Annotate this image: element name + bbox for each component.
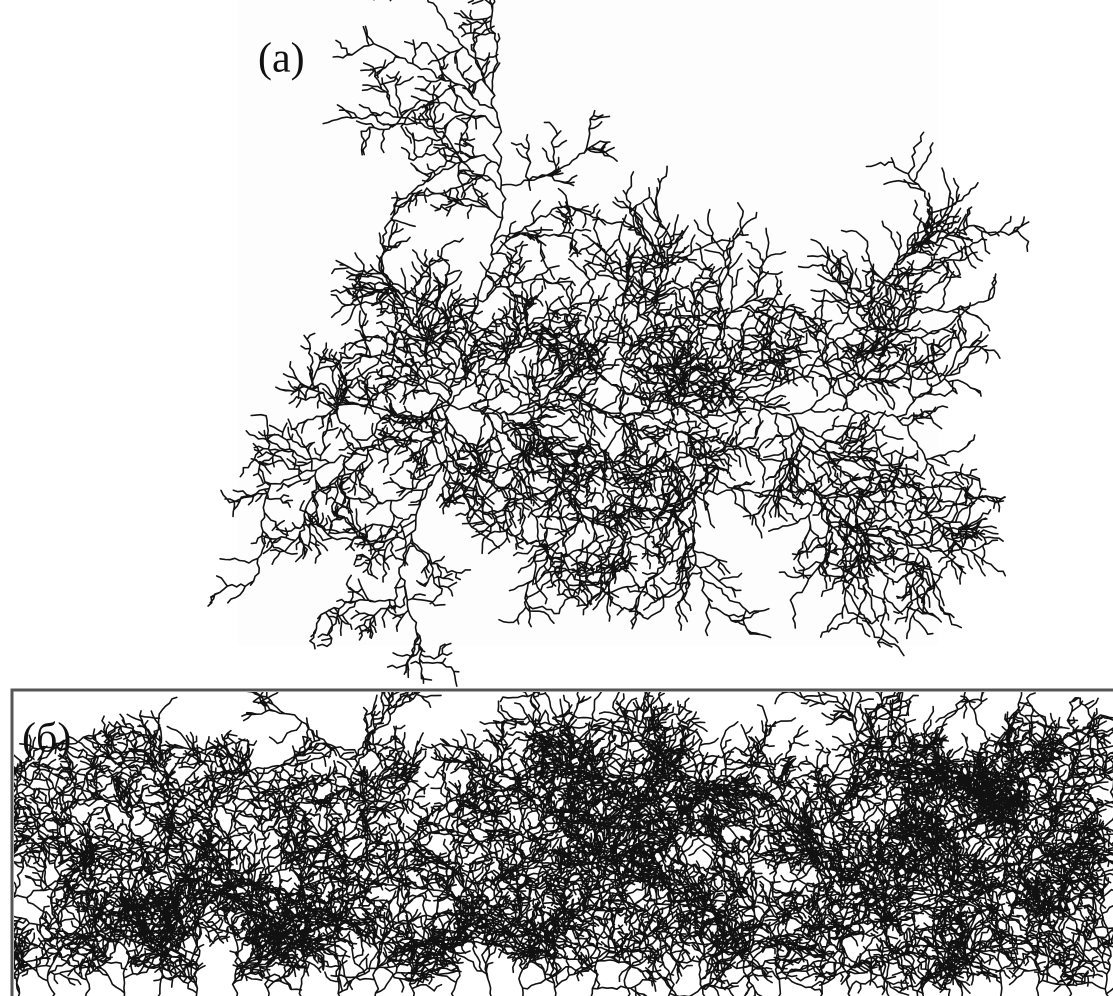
panel-label: (a)	[258, 36, 305, 82]
page: (a) (б) (() => { const data = JSON.parse…	[0, 0, 1113, 996]
panel-a-background	[238, 0, 938, 645]
figure: (a) (б)	[0, 0, 1113, 996]
panel-label: (б)	[22, 716, 71, 762]
